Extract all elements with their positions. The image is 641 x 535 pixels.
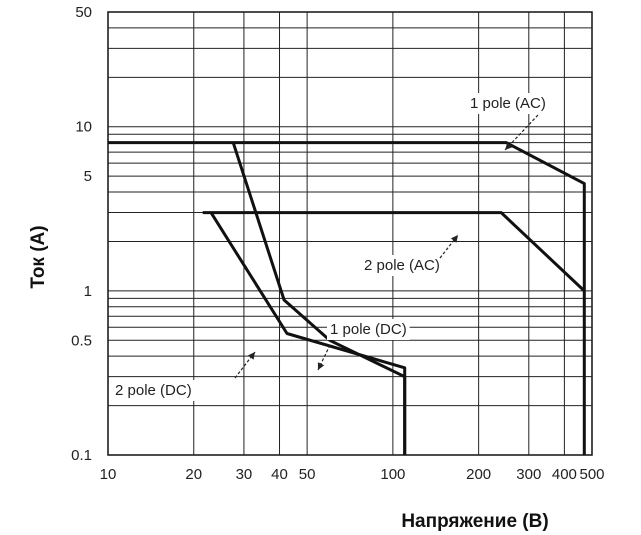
series-label-bg xyxy=(361,255,443,276)
y-tick-label: 5 xyxy=(84,168,92,185)
series-label: 1 pole (DC) xyxy=(330,321,407,338)
series-label: 2 pole (AC) xyxy=(364,257,440,274)
callout-arrowhead xyxy=(450,235,458,243)
series-line-2-pole-ac xyxy=(202,211,586,292)
x-tick-label: 20 xyxy=(185,466,202,483)
series-label: 2 pole (DC) xyxy=(115,382,192,399)
x-tick-label: 300 xyxy=(516,466,541,483)
series-labels: 1 pole (AC) 2 pole (AC) 1 pole (DC) 2 pole … xyxy=(112,93,549,401)
x-tick-label: 40 xyxy=(271,466,288,483)
series-label-bg xyxy=(112,380,195,401)
callout-line xyxy=(504,114,539,151)
y-tick-label: 10 xyxy=(75,119,92,136)
x-tick-label: 200 xyxy=(466,466,491,483)
series-line-1-pole-ac xyxy=(108,141,586,455)
y-tick-label: 50 xyxy=(75,4,92,21)
series-line-2-pole-dc xyxy=(209,211,407,455)
x-tick-label: 50 xyxy=(299,466,316,483)
series-label-bg xyxy=(467,93,549,114)
callout-arrowhead xyxy=(505,142,513,150)
x-tick-label: 10 xyxy=(100,466,117,483)
callout-arrowhead xyxy=(248,352,255,360)
y-axis-title: Ток (А) xyxy=(28,225,49,288)
series-label: 1 pole (AC) xyxy=(470,95,546,112)
series-lines xyxy=(108,141,586,455)
series-label-bg xyxy=(327,319,410,340)
x-tick-label: 400 xyxy=(552,466,577,483)
plot-frame xyxy=(107,11,593,456)
x-tick-label: 500 xyxy=(579,466,604,483)
x-tick-label: 30 xyxy=(236,466,253,483)
x-tick-label: 100 xyxy=(380,466,405,483)
grid xyxy=(107,11,593,456)
x-axis-title: Напряжение (В) xyxy=(401,511,548,532)
callout-arrowhead xyxy=(317,362,325,370)
y-tick-label: 0.1 xyxy=(71,447,92,464)
tick-labels: 10 20 30 40 50 100 200 300 400 500 50 10 5 1 0.5 0.1 xyxy=(71,4,604,483)
y-tick-label: 1 xyxy=(84,283,92,300)
y-tick-label: 0.5 xyxy=(71,332,92,349)
